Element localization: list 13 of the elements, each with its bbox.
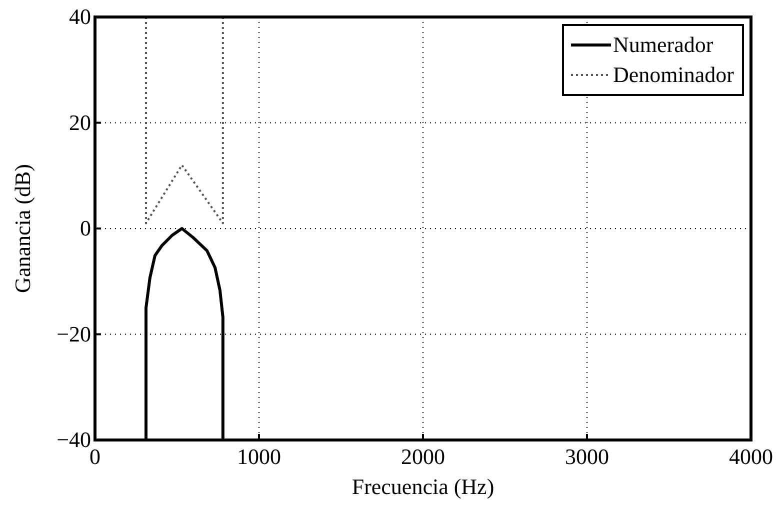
x-tick-label: 2000 — [401, 444, 445, 469]
y-tick-label: 20 — [69, 110, 91, 135]
x-tick-label: 1000 — [237, 444, 281, 469]
y-tick-label: 0 — [80, 216, 91, 240]
legend-label: Denominador — [613, 62, 735, 87]
y-axis-title: Ganancia (dB) — [10, 164, 35, 293]
x-axis-title: Frecuencia (Hz) — [352, 474, 494, 499]
y-tick-label: −40 — [56, 427, 91, 452]
y-tick-label: 40 — [69, 4, 91, 29]
x-tick-label: 3000 — [565, 444, 609, 469]
x-tick-label: 4000 — [729, 444, 773, 469]
legend-label: Numerador — [613, 32, 714, 57]
y-tick-label: −20 — [56, 321, 91, 346]
